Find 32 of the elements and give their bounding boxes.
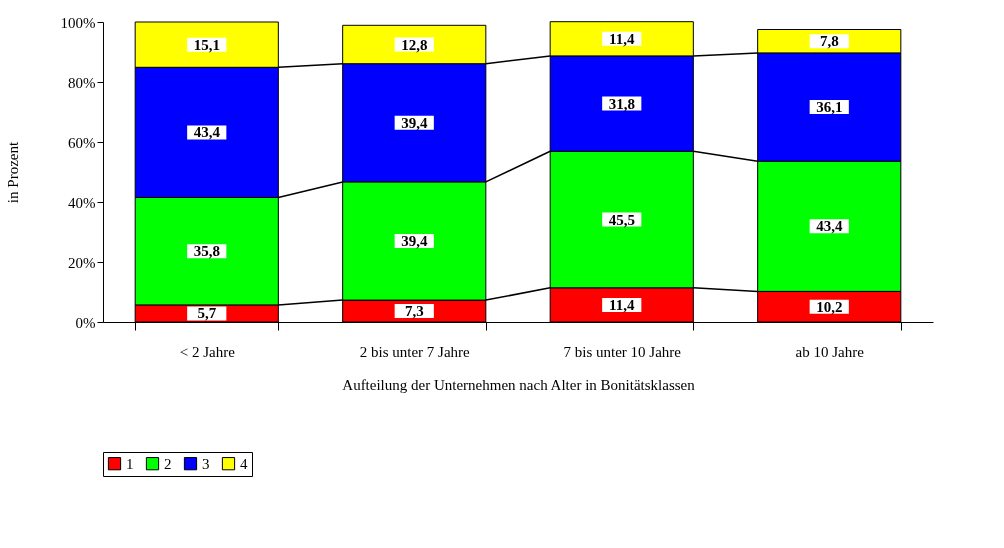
data-label: 15,1	[193, 36, 220, 53]
y-tick-label: 60%	[68, 134, 96, 151]
y-tick-label: 100%	[60, 14, 96, 31]
data-label: 7,8	[819, 33, 839, 50]
legend-label: 2	[164, 455, 172, 472]
data-label: 12,8	[401, 36, 428, 53]
data-label: 39,4	[401, 114, 428, 131]
y-axis-title: in Prozent	[4, 141, 21, 204]
data-label: 11,4	[609, 296, 635, 313]
x-axis-title: Aufteilung der Unternehmen nach Alter in Bonitätsklassen	[342, 376, 696, 393]
data-label: 43,4	[193, 124, 221, 141]
x-tick-label: < 2 Jahre	[179, 343, 236, 360]
x-tick-label: 2 bis unter 7 Jahre	[359, 343, 471, 360]
data-label: 36,1	[816, 99, 843, 116]
x-tick-label: 7 bis unter 10 Jahre	[563, 343, 682, 360]
legend-label: 1	[126, 455, 134, 472]
data-label: 10,2	[816, 298, 843, 315]
legend-label: 3	[202, 455, 210, 472]
y-tick-label: 20%	[68, 254, 96, 271]
y-tick-label: 80%	[68, 74, 96, 91]
x-tick-label: ab 10 Jahre	[795, 343, 865, 360]
data-label: 35,8	[193, 243, 220, 260]
data-label: 7,3	[404, 303, 424, 320]
y-tick-label: 0%	[75, 314, 96, 331]
data-label: 43,4	[816, 218, 843, 235]
data-label: 39,4	[401, 233, 428, 249]
data-label: 5,7	[197, 305, 217, 322]
legend-label: 4	[240, 455, 248, 472]
data-label: 11,4	[609, 30, 635, 47]
y-tick-label: 40%	[68, 194, 96, 211]
data-label: 31,8	[608, 95, 635, 112]
data-label: 45,5	[608, 211, 635, 228]
